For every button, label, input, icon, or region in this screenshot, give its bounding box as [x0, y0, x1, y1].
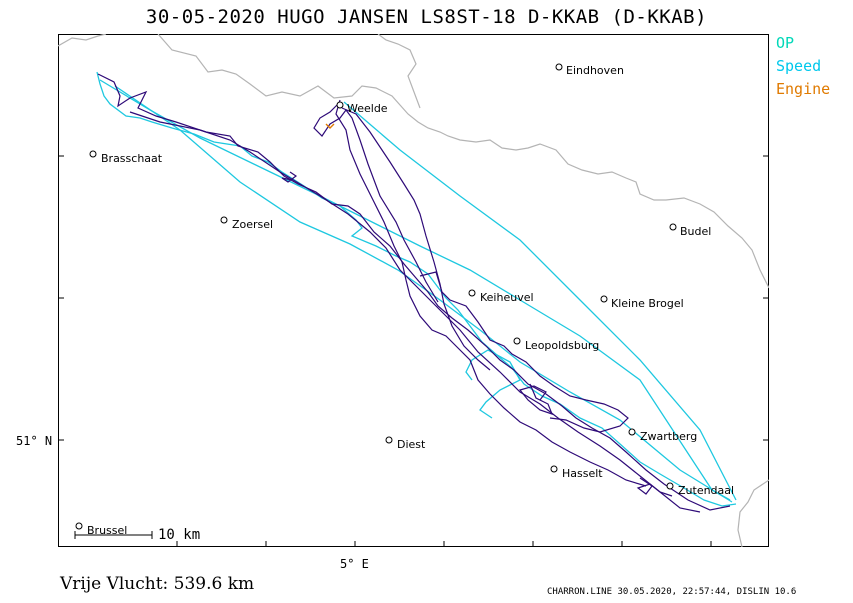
city-label-diest: Diest [397, 438, 426, 451]
city-label-weelde: Weelde [347, 102, 388, 115]
scale-label: 10 km [158, 527, 200, 543]
city-marker-keiheuvel [468, 289, 476, 297]
city-marker-zutendaal [666, 482, 674, 490]
engine-marker [325, 123, 335, 129]
city-label-zoersel: Zoersel [232, 218, 273, 231]
city-marker-diest [385, 436, 393, 444]
lat-axis-label: 51° N [16, 434, 52, 448]
city-marker-budel [669, 223, 677, 231]
city-marker-weelde [336, 101, 344, 109]
legend-speed: Speed [776, 57, 822, 75]
city-marker-zwartberg [628, 428, 636, 436]
city-marker-hasselt [550, 465, 558, 473]
flight-track-slow [97, 73, 731, 513]
map-title: 30-05-2020 HUGO JANSEN LS8ST-18 D-KKAB (… [145, 6, 708, 28]
grid-ticks [58, 155, 769, 547]
city-label-eindhoven: Eindhoven [566, 64, 624, 77]
city-markers [75, 63, 677, 530]
legend-op: OP [776, 34, 795, 52]
city-label-hasselt: Hasselt [562, 467, 603, 480]
legend-engine: Engine [776, 80, 831, 98]
city-marker-zoersel [220, 216, 228, 224]
city-label-leopoldsburg: Leopoldsburg [525, 339, 599, 352]
city-label-keiheuvel: Keiheuvel [480, 291, 534, 304]
footer-info: CHARRON.LINE 30.05.2020, 22:57:44, DISLI… [547, 587, 797, 597]
city-marker-eindhoven [555, 63, 563, 71]
city-label-brussel: Brussel [87, 524, 127, 537]
city-marker-leopoldsburg [513, 337, 521, 345]
city-label-kleine-brogel: Kleine Brogel [611, 297, 684, 310]
city-label-zwartberg: Zwartberg [640, 430, 697, 443]
lon-axis-label: 5° E [340, 557, 369, 571]
scale-bar: 10 km [74, 527, 200, 543]
city-label-budel: Budel [680, 225, 711, 238]
city-marker-brussel [75, 522, 83, 530]
city-marker-brasschaat [89, 150, 97, 158]
city-label-brasschaat: Brasschaat [101, 152, 163, 165]
city-marker-kleine-brogel [600, 295, 608, 303]
city-label-zutendaal: Zutendaal [678, 484, 734, 497]
map-frame [58, 34, 769, 547]
distance-readout: Vrije Vlucht: 539.6 km [60, 574, 255, 594]
country-borders [58, 34, 769, 547]
